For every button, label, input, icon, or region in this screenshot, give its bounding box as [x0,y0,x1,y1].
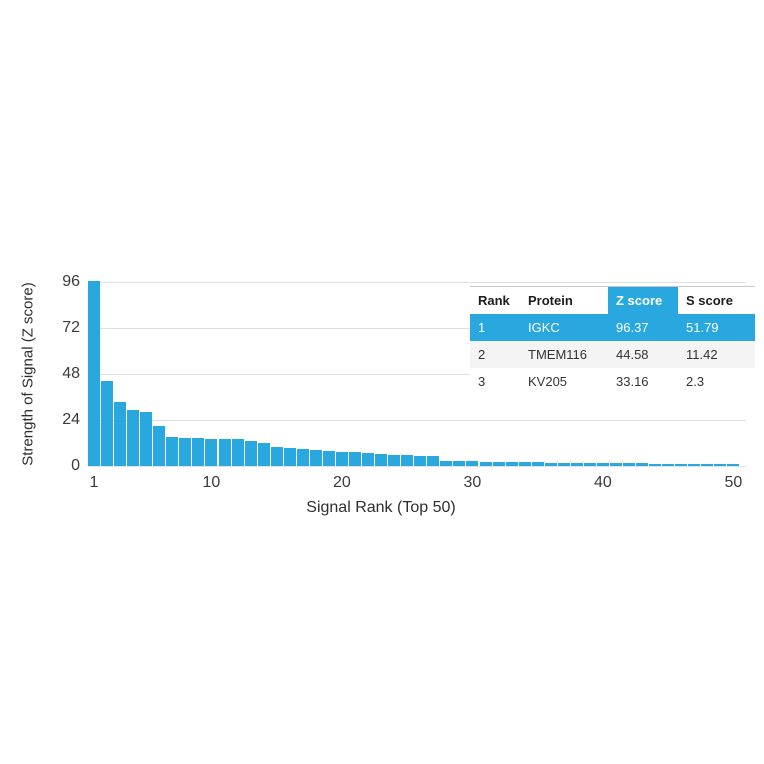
table-row: 1 IGKC 96.37 51.79 [470,314,755,341]
cell-protein: TMEM116 [528,347,587,362]
bar-rank-23 [375,454,388,466]
bar-rank-31 [479,461,492,466]
x-axis-title: Signal Rank (Top 50) [306,499,456,516]
bar-rank-19 [322,451,335,466]
gridline [88,327,746,329]
bar-rank-10 [205,438,218,466]
bar-rank-29 [453,461,466,466]
bar-rank-11 [218,438,231,466]
table-row: 2 TMEM116 44.58 11.42 [470,341,755,368]
bar-rank-41 [610,463,622,466]
bar-rank-14 [257,442,270,466]
bar-rank-8 [179,438,192,466]
bar-rank-40 [596,463,609,466]
bar-rank-21 [349,452,361,466]
bar-rank-15 [270,446,283,466]
x-tick-label: 20 [333,474,351,491]
cell-sscore: 2.3 [686,374,705,389]
cell-rank: 1 [478,320,486,335]
protein-score-table: Rank Protein Z score S score 1 IGKC 96.3… [470,286,755,395]
y-tick-label: 96 [62,273,80,290]
gridline [88,281,746,283]
bar-rank-13 [244,441,257,466]
cell-zscore: 44.58 [616,347,649,362]
cell-sscore: 11.42 [686,347,718,362]
x-tick-label: 40 [594,474,612,491]
y-tick-label: 0 [71,457,80,474]
bar-rank-27 [427,456,440,466]
bar-rank-33 [505,461,518,466]
cell-zscore: 33.16 [616,374,649,389]
bar-rank-7 [166,437,179,466]
bar-rank-9 [192,438,205,466]
cell-protein: IGKC [528,320,560,335]
bar-rank-2 [101,380,114,466]
cell-zscore: 96.37 [616,320,649,335]
bar-rank-38 [570,462,583,466]
bar-rank-42 [623,463,636,466]
bar-rank-48 [701,463,714,466]
cell-protein: KV205 [528,374,568,389]
bar-rank-47 [688,463,701,466]
y-tick-label: 48 [62,365,80,382]
bar-rank-35 [531,462,544,466]
bar-rank-32 [492,461,505,466]
bar-rank-36 [544,462,557,466]
bar-rank-26 [414,456,427,466]
bar-rank-16 [283,447,296,466]
col-header-sscore: S score [686,293,733,308]
x-axis-line [88,465,746,467]
gridline [88,373,746,375]
bar-rank-28 [440,460,453,466]
bar-rank-49 [714,463,727,466]
bar-rank-5 [140,411,153,466]
bar-rank-6 [153,425,166,466]
col-header-protein: Protein [528,293,573,308]
table-header-row: Rank Protein Z score S score [470,287,755,314]
bar-rank-25 [401,455,414,466]
cell-rank: 2 [478,347,486,362]
bar-rank-4 [127,410,140,466]
cell-rank: 3 [478,374,486,389]
gridline [88,419,746,421]
cell-sscore: 51.79 [686,320,719,335]
bar-rank-50 [727,464,740,466]
bar-rank-24 [388,455,401,466]
bar-rank-22 [362,452,375,466]
bar-rank-37 [557,462,570,466]
bar-rank-39 [583,462,596,466]
col-header-rank: Rank [478,293,510,308]
y-tick-label: 24 [62,411,80,428]
table-row: 3 KV205 33.16 2.3 [470,368,755,395]
bar-rank-12 [231,438,244,466]
bar-rank-17 [296,448,309,466]
bar-rank-43 [636,463,649,466]
bar-rank-1 [88,281,100,466]
bar-rank-46 [675,463,688,466]
bar-rank-44 [649,463,662,466]
x-tick-label: 1 [89,474,99,491]
x-tick-label: 10 [202,474,221,491]
bar-rank-34 [518,462,531,466]
y-tick-label: 72 [62,319,80,336]
bar-rank-20 [335,451,348,466]
y-axis-title: Strength of Signal (Z score) [19,282,37,466]
col-header-zscore: Z score [608,287,678,314]
bar-rank-18 [309,450,322,466]
x-tick-label: 50 [724,474,743,491]
x-tick-label: 30 [463,474,482,491]
bar-rank-30 [466,461,479,466]
bar-rank-3 [114,402,127,466]
bar-rank-45 [662,463,675,466]
